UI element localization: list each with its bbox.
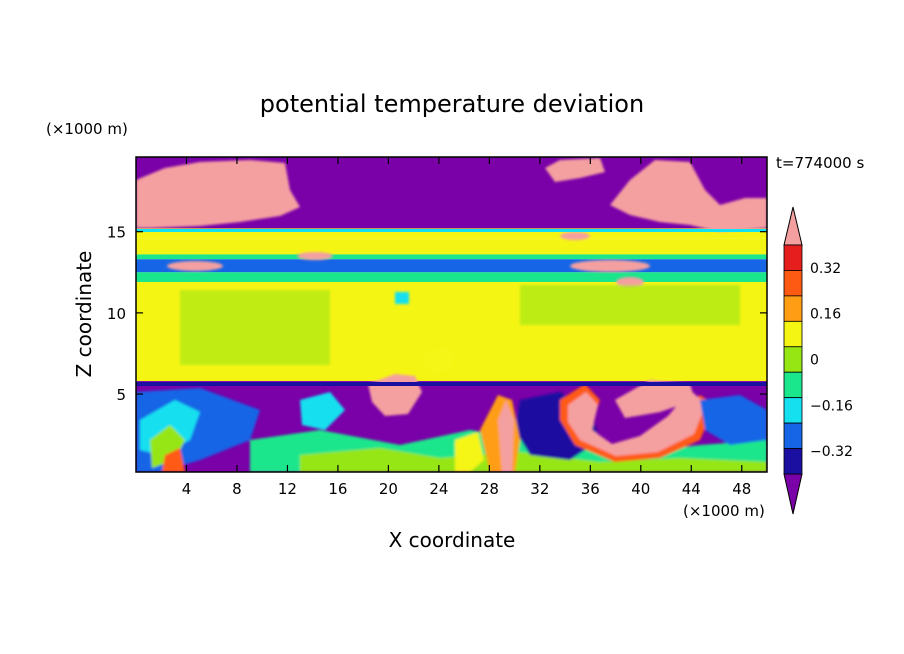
mid-green-region (180, 290, 330, 365)
lower-red-spot (162, 448, 185, 472)
lower-right-anomaly-top (615, 380, 695, 418)
field-band (136, 272, 767, 283)
x-tick-label: 32 (530, 480, 549, 498)
field-band (136, 238, 767, 255)
colorbar-tick-label: 0 (810, 353, 819, 369)
y-tick-label: 15 (107, 224, 126, 242)
upper-left-anomaly (136, 160, 300, 228)
x-tick-label: 20 (379, 480, 398, 498)
colorbar-segment (783, 244, 803, 271)
plot-frame (135, 156, 768, 473)
mid-green-region (520, 285, 740, 325)
colorbar: 0.32 0.16 0 −0.16 −0.32 (783, 206, 853, 515)
colorbar-segment (783, 371, 803, 399)
x-tick-label: 28 (480, 480, 499, 498)
x-tick-label: 12 (278, 480, 297, 498)
x-tick-label: 48 (732, 480, 751, 498)
x-tick-label: 24 (429, 480, 448, 498)
mid-streak (167, 261, 223, 271)
mid-streak (616, 277, 644, 287)
lower-right-anomaly (568, 390, 706, 456)
colorbar-segment (783, 397, 803, 424)
colorbar-tick-label: 0.32 (810, 261, 841, 277)
field-band (136, 254, 767, 260)
x-tick-label: 8 (232, 480, 242, 498)
lower-yellow-plume (455, 432, 484, 472)
plot-area (136, 157, 767, 472)
colorbar-extend-max (783, 206, 803, 246)
x-unit-label: (×1000 m) (683, 502, 765, 520)
colorbar-segment (783, 270, 803, 297)
field-band (136, 259, 767, 273)
colorbar-segment (783, 422, 803, 449)
field-band (136, 228, 767, 239)
y-axis: 5 10 15 (107, 224, 767, 404)
mid-streak (560, 232, 590, 240)
colorbar-tick-label: −0.16 (810, 398, 853, 414)
interface-line (136, 382, 767, 386)
mid-streak (297, 252, 333, 260)
lower-cyan-spot (300, 392, 345, 430)
colorbar-tick-label: −0.32 (810, 444, 853, 460)
mid-yellow-patch (420, 346, 455, 374)
y-unit-label: (×1000 m) (46, 120, 128, 138)
colorbar-segment (783, 448, 803, 475)
upper-right-anomaly (610, 160, 767, 232)
lower-pink-plume (498, 400, 514, 472)
chart-title: potential temperature deviation (260, 90, 644, 118)
colorbar-tick-label: 0.16 (810, 307, 841, 323)
x-axis: 4 8 12 16 20 24 28 32 36 40 44 48 (182, 157, 751, 498)
x-tick-label: 44 (682, 480, 701, 498)
x-tick-label: 40 (631, 480, 650, 498)
colorbar-segment (783, 295, 803, 322)
colorbar-segment (783, 346, 803, 373)
lower-right-blue (700, 395, 767, 445)
mid-cyan-patch (395, 292, 409, 304)
y-tick-label: 10 (107, 305, 126, 323)
colorbar-extend-min (783, 473, 803, 515)
mid-streak (570, 260, 650, 272)
time-label: t=774000 s (776, 154, 864, 172)
x-axis-label: X coordinate (389, 528, 516, 552)
y-axis-label: Z coordinate (72, 251, 96, 378)
colorbar-segment (783, 320, 803, 348)
x-tick-label: 4 (182, 480, 192, 498)
lower-green-strip (300, 448, 767, 472)
y-tick-label: 5 (116, 386, 126, 404)
x-tick-label: 36 (581, 480, 600, 498)
interface-line (136, 229, 767, 232)
x-tick-label: 16 (328, 480, 347, 498)
